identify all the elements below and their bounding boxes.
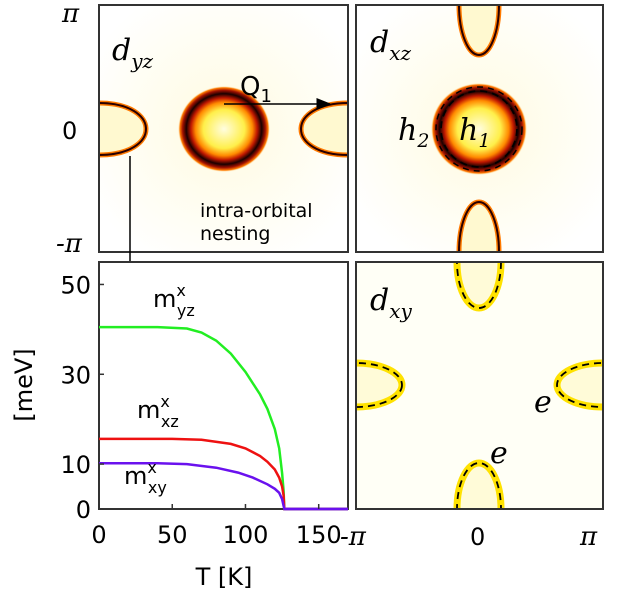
dxz-center-pocket — [431, 83, 527, 175]
series-label-xz: mx xz — [137, 392, 179, 431]
y-axis-label: [meV] — [10, 348, 38, 421]
y-tick-label: 50 — [60, 271, 91, 299]
series-line-0 — [99, 325, 348, 511]
dyz-right-pocket — [301, 103, 348, 155]
dxz-title: dxz — [370, 25, 411, 65]
intra-orbital-label: intra-orbital — [200, 200, 313, 222]
ky-tick-pi: π — [61, 0, 80, 29]
h1-dashed-circle — [440, 90, 518, 168]
dyz-left-pocket — [99, 103, 146, 155]
kx-tick-pi: π — [579, 522, 598, 552]
h1-label: h1 — [459, 113, 490, 152]
chart-frame — [98, 261, 349, 510]
panel-dyz: Q1 dyz intra-orbital nesting — [98, 4, 349, 253]
kx-tick-0: 0 — [470, 523, 485, 551]
x-tick-label: 100 — [223, 521, 269, 549]
e-label-right: e — [534, 385, 552, 420]
dxy-bottom-pocket — [453, 459, 505, 509]
panel-dxy: dxy e e — [355, 261, 604, 510]
series-label-xy: mx xy — [124, 458, 167, 497]
dyz-center-pocket — [178, 86, 270, 172]
e-label-bottom: e — [490, 436, 508, 471]
panel-dxz: dxz h2 h1 — [355, 4, 604, 253]
y-tick-label: 30 — [60, 361, 91, 389]
series-line-1 — [99, 437, 348, 511]
series-line-2 — [99, 461, 348, 511]
h2-dashed-circle — [435, 86, 523, 172]
dxy-title: dxy — [370, 283, 412, 323]
h2-label: h2 — [398, 113, 429, 152]
dxy-right-pocket — [553, 359, 603, 411]
magnetization-chart: 0 50 100 150 0 10 30 50 T [K] [meV] mx yz mx xz m… — [10, 261, 349, 591]
ky-tick-minus-pi: -π — [56, 229, 83, 259]
nesting-label: nesting — [200, 223, 270, 245]
y-tick-label: 0 — [76, 496, 91, 524]
x-tick-label: 150 — [296, 521, 342, 549]
x-tick-label: 0 — [91, 521, 106, 549]
y-tick-label: 10 — [60, 451, 91, 479]
series-label-yz: mx yz — [153, 281, 195, 320]
x-axis-label: T [K] — [195, 563, 253, 591]
q1-label: Q1 — [240, 72, 272, 107]
ky-tick-0: 0 — [62, 117, 77, 145]
kx-tick-minus-pi: -π — [340, 522, 367, 552]
dyz-title: dyz — [112, 33, 154, 73]
x-tick-label: 50 — [157, 521, 188, 549]
